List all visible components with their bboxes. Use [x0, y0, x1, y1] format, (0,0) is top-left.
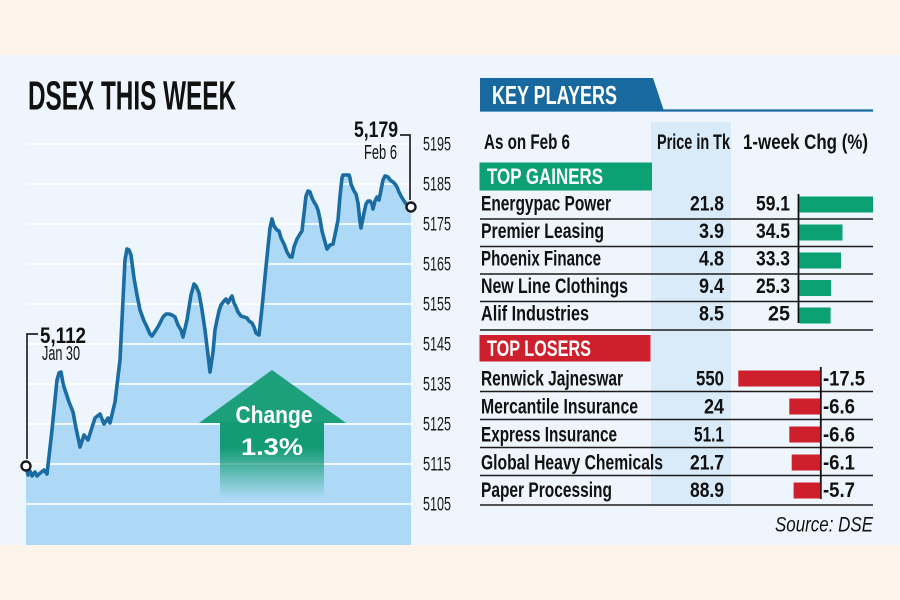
svg-text:24: 24: [704, 396, 724, 419]
svg-text:Phoenix Finance: Phoenix Finance: [481, 248, 601, 271]
svg-text:5165: 5165: [423, 255, 451, 276]
svg-text:21.8: 21.8: [690, 193, 724, 216]
svg-text:21.7: 21.7: [690, 452, 724, 475]
svg-text:5185: 5185: [423, 175, 451, 196]
svg-text:550: 550: [696, 368, 724, 391]
svg-text:KEY PLAYERS: KEY PLAYERS: [492, 80, 617, 110]
svg-text:5,112: 5,112: [40, 323, 86, 348]
svg-text:New Line Clothings: New Line Clothings: [481, 275, 628, 298]
svg-text:3.9: 3.9: [699, 220, 724, 243]
svg-text:-6.6: -6.6: [823, 396, 855, 419]
svg-text:5115: 5115: [423, 455, 451, 476]
svg-text:5125: 5125: [423, 415, 451, 436]
svg-text:Price in Tk: Price in Tk: [657, 131, 730, 154]
svg-text:5175: 5175: [423, 215, 451, 236]
svg-text:Paper Processing: Paper Processing: [481, 479, 612, 502]
svg-text:5,179: 5,179: [354, 117, 398, 142]
svg-text:Renwick Jajneswar: Renwick Jajneswar: [481, 368, 623, 391]
svg-text:Global Heavy Chemicals: Global Heavy Chemicals: [481, 452, 663, 475]
svg-text:88.9: 88.9: [690, 479, 724, 502]
svg-text:1-week Chg (%): 1-week Chg (%): [743, 131, 868, 154]
svg-text:5135: 5135: [423, 375, 451, 396]
svg-text:25.3: 25.3: [756, 275, 790, 298]
svg-text:Alif Industries: Alif Industries: [481, 303, 589, 326]
svg-text:-5.7: -5.7: [823, 479, 855, 502]
svg-text:8.5: 8.5: [699, 303, 724, 326]
svg-text:5145: 5145: [423, 335, 451, 356]
svg-text:-17.5: -17.5: [823, 368, 865, 391]
svg-text:Premier Leasing: Premier Leasing: [481, 220, 604, 243]
svg-text:9.4: 9.4: [699, 275, 724, 298]
svg-text:Jan 30: Jan 30: [42, 343, 80, 365]
svg-text:DSEX THIS WEEK: DSEX THIS WEEK: [28, 73, 236, 119]
svg-text:5195: 5195: [423, 135, 451, 156]
svg-text:1.3%: 1.3%: [241, 434, 303, 461]
svg-text:4.8: 4.8: [699, 248, 724, 271]
svg-text:25: 25: [768, 303, 790, 326]
svg-text:TOP GAINERS: TOP GAINERS: [487, 164, 603, 189]
svg-text:-6.6: -6.6: [823, 424, 855, 447]
svg-text:33.3: 33.3: [756, 248, 790, 271]
svg-text:34.5: 34.5: [756, 220, 790, 243]
svg-text:5105: 5105: [423, 495, 451, 516]
svg-text:51.1: 51.1: [694, 424, 724, 447]
svg-text:Express Insurance: Express Insurance: [481, 424, 617, 447]
svg-text:Source: DSE: Source: DSE: [775, 514, 874, 537]
svg-text:Mercantile Insurance: Mercantile Insurance: [481, 396, 638, 419]
svg-text:5155: 5155: [423, 295, 451, 316]
svg-text:Feb 6: Feb 6: [364, 142, 397, 164]
svg-text:TOP LOSERS: TOP LOSERS: [487, 336, 591, 361]
svg-text:As on Feb 6: As on Feb 6: [484, 131, 570, 154]
svg-text:Energypac Power: Energypac Power: [481, 193, 611, 216]
svg-text:59.1: 59.1: [756, 193, 790, 216]
svg-text:Change: Change: [236, 402, 313, 429]
svg-text:-6.1: -6.1: [823, 452, 855, 475]
